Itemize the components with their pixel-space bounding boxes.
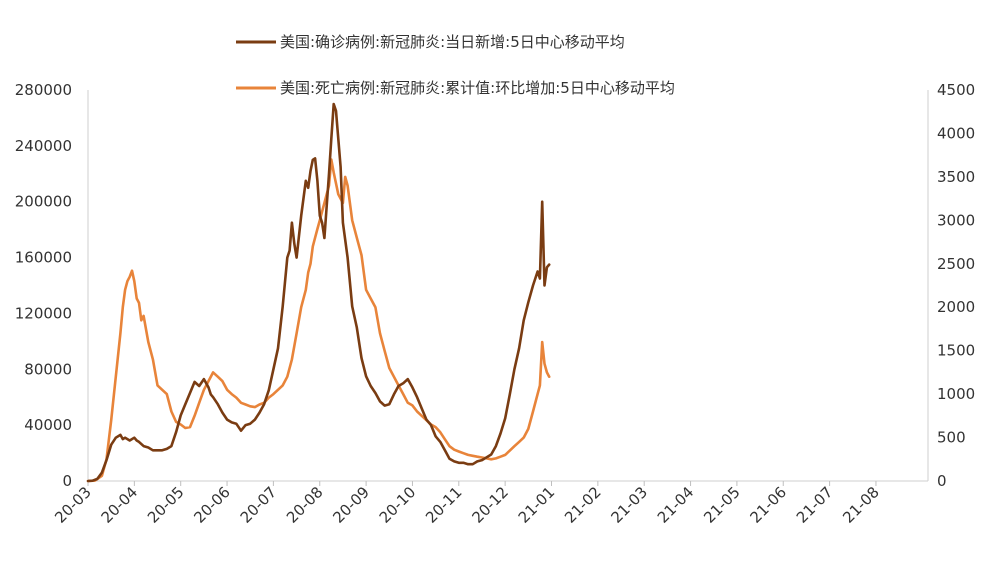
y-right-tick-label: 2000 <box>937 298 975 316</box>
legend: 美国:确诊病例:新冠肺炎:当日新增:5日中心移动平均 美国:死亡病例:新冠肺炎:… <box>236 33 675 97</box>
y-left-tick-label: 80000 <box>24 360 72 378</box>
x-tick-label: 20-12 <box>468 483 512 527</box>
x-tick-label: 21-01 <box>515 483 559 527</box>
y-left-tick-label: 120000 <box>15 304 72 322</box>
legend-label-deaths: 美国:死亡病例:新冠肺炎:累计值:环比增加:5日中心移动平均 <box>280 79 675 97</box>
x-tick-label: 20-05 <box>144 483 188 527</box>
y-right-tick-label: 3500 <box>937 168 975 186</box>
x-tick-label: 21-06 <box>747 483 791 527</box>
y-right-tick-label: 4500 <box>937 81 975 99</box>
x-tick-label: 20-11 <box>422 483 466 527</box>
x-tick-label: 21-02 <box>561 483 605 527</box>
x-tick-label: 21-03 <box>607 483 651 527</box>
y-right-tick-label: 3000 <box>937 211 975 229</box>
x-tick-label: 20-09 <box>329 483 373 527</box>
x-tick-label: 21-04 <box>654 483 698 527</box>
y-left-tick-label: 160000 <box>15 249 72 267</box>
x-tick-label: 20-06 <box>190 483 234 527</box>
y-right-tick-label: 1500 <box>937 342 975 360</box>
x-tick-label: 20-04 <box>98 483 142 527</box>
x-tick-label: 20-07 <box>237 483 281 527</box>
x-tick-label: 21-07 <box>793 483 837 527</box>
y-right-tick-label: 0 <box>937 472 947 490</box>
legend-entry-deaths[interactable]: 美国:死亡病例:新冠肺炎:累计值:环比增加:5日中心移动平均 <box>236 79 675 97</box>
y-left-tick-label: 240000 <box>15 137 72 155</box>
x-tick-label: 20-03 <box>51 483 95 527</box>
y-right-tick-label: 4000 <box>937 124 975 142</box>
x-tick-label: 21-08 <box>839 483 883 527</box>
y-axis-right-ticks: 0 500 1000 1500 2000 2500 3000 3500 4000 4500 <box>937 81 975 490</box>
x-tick-label: 20-10 <box>376 483 420 527</box>
legend-entry-cases[interactable]: 美国:确诊病例:新冠肺炎:当日新增:5日中心移动平均 <box>236 33 625 51</box>
y-right-tick-label: 500 <box>937 429 966 447</box>
x-tick-label: 20-08 <box>283 483 327 527</box>
x-tick-label: 21-05 <box>700 483 744 527</box>
legend-label-cases: 美国:确诊病例:新冠肺炎:当日新增:5日中心移动平均 <box>280 33 625 51</box>
y-left-tick-label: 0 <box>62 472 72 490</box>
y-right-tick-label: 2500 <box>937 255 975 273</box>
y-left-tick-label: 200000 <box>15 193 72 211</box>
series-layer <box>86 102 551 483</box>
y-right-tick-label: 1000 <box>937 385 975 403</box>
y-axis-left-ticks: 0 40000 80000 120000 160000 200000 240000 28000… <box>15 81 72 490</box>
series-line-deaths <box>86 158 551 483</box>
y-left-tick-label: 40000 <box>24 416 72 434</box>
x-axis-ticks: 20-03 20-04 20-05 20-06 20-07 20-08 20-09 20-10… <box>51 481 883 527</box>
y-left-tick-label: 280000 <box>15 81 72 99</box>
series-line-cases <box>86 102 551 483</box>
